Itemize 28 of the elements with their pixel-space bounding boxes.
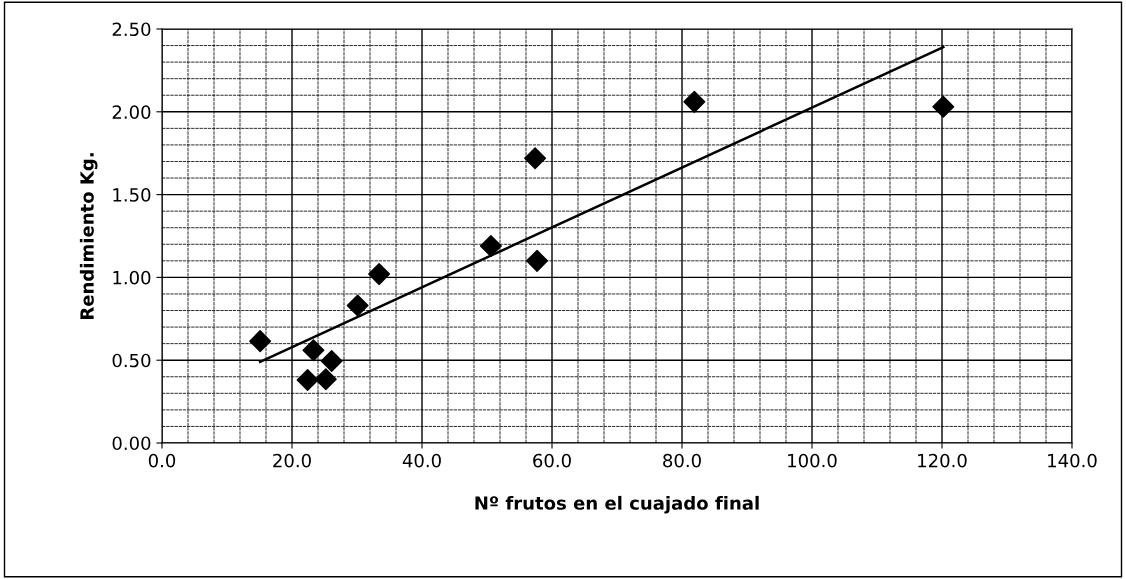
y-tick-label: 0.00 — [112, 436, 151, 451]
y-axis-title: Rendimiento Kg. — [79, 153, 98, 319]
point — [479, 234, 502, 257]
point — [683, 90, 706, 113]
y-tick-label: 0.50 — [112, 353, 151, 368]
x-tick-label: 60.0 — [533, 453, 571, 468]
x-tick-label: 140.0 — [1048, 453, 1097, 468]
x-tick-label: 120.0 — [918, 453, 967, 468]
point — [524, 147, 547, 170]
x-tick-label: 100.0 — [788, 453, 837, 468]
point — [296, 369, 319, 392]
point — [346, 294, 369, 317]
point — [314, 368, 337, 391]
x-tick-label: 0.0 — [148, 453, 176, 468]
point — [302, 339, 325, 362]
x-tick-label: 40.0 — [402, 453, 441, 468]
y-tick-label: 2.50 — [112, 22, 151, 37]
x-axis-title: Nº frutos en el cuajado final — [475, 495, 759, 514]
point — [526, 249, 549, 272]
point — [368, 263, 391, 286]
x-tick-label: 20.0 — [273, 453, 311, 468]
point — [932, 95, 955, 118]
y-tick-label: 2.00 — [112, 105, 151, 119]
x-tick-label: 80.0 — [663, 453, 701, 468]
y-tick-label: 1.00 — [113, 270, 151, 285]
point — [249, 330, 272, 353]
y-tick-label: 1.50 — [113, 188, 151, 202]
point — [320, 350, 343, 373]
